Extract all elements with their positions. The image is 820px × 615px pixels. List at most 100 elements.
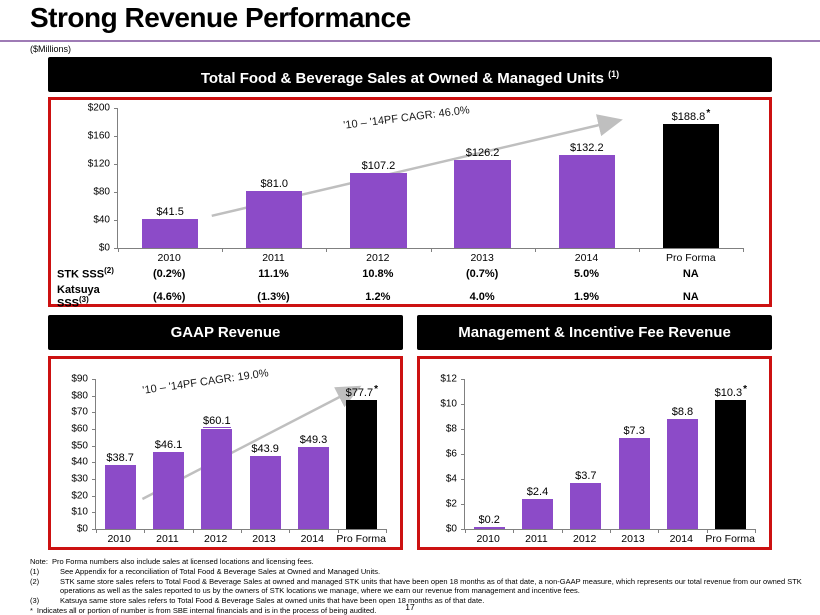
y-axis-tick-label: $50 [71, 440, 88, 452]
bar-value-label: $43.9 [251, 442, 279, 455]
gaap-revenue-chart: $90 $80 $70 $60 $50 $40 $30 $20 $10 $0 [57, 367, 387, 545]
chart-panel-gaap: $90 $80 $70 $60 $50 $40 $30 $20 $10 $0 [48, 356, 403, 550]
bar-value-label: $38.7 [106, 451, 134, 464]
x-axis-label: Pro Forma [705, 533, 755, 545]
x-axis-tick [192, 529, 194, 533]
sss-value-cell: NA [682, 267, 699, 280]
title-rule [0, 40, 820, 42]
y-axis: $200 $160 $120 $80 $40 $0 [57, 103, 117, 254]
sss-value-cell: 10.8% [362, 267, 394, 280]
mgmt-fee-column: Management & Incentive Fee Revenue $12 $1… [417, 315, 772, 550]
chart-panel-total-fnb: $200 $160 $120 $80 $40 $0 '10 – '14PF CAGR: 4… [48, 97, 772, 310]
y-axis-tick [114, 220, 118, 221]
x-axis-tick [289, 529, 291, 533]
sss-value-cell: 4.0% [469, 290, 495, 303]
y-axis-tick [92, 445, 96, 447]
footnote: * Indicates all or portion of number is f… [30, 606, 808, 615]
y-axis-tick [92, 462, 96, 464]
y-axis-tick-label: $20 [71, 490, 88, 502]
bar [346, 399, 378, 529]
bar-value-label: $8.8 [671, 406, 694, 418]
x-axis-tick [534, 248, 536, 252]
bar-group: $7.3 [610, 379, 658, 529]
gaap-revenue-column: GAAP Revenue $90 $80 $70 $60 $50 $40 $30 $20 $10… [48, 315, 403, 550]
bar-value-label: $46.1 [154, 439, 183, 452]
bar-group: $77.7* [338, 379, 386, 529]
x-axis-label: 2011 [262, 252, 285, 264]
bars: $38.7 $46.1 $60.1 $43.9 $49.3 $77.7* [96, 379, 386, 529]
y-axis-tick [461, 454, 465, 455]
x-axis-label: 2012 [366, 252, 390, 264]
y-axis-tick [114, 248, 118, 249]
x-axis-tick [144, 529, 146, 533]
page-title: Strong Revenue Performance [30, 2, 411, 33]
bar-group: $2.4 [513, 379, 561, 529]
x-axis-tick [638, 248, 640, 252]
bar [454, 159, 511, 248]
y-axis-tick [92, 479, 96, 480]
x-axis-label: 2012 [204, 533, 228, 545]
x-axis-tick [755, 529, 756, 533]
total-fnb-chart: $200 $160 $120 $80 $40 $0 '10 – '14PF CAGR: 4… [57, 103, 744, 264]
sss-value-cell: NA [682, 290, 699, 303]
x-axis-label: 2010 [157, 252, 181, 264]
bar-value-label: $60.1 [203, 414, 231, 428]
x-axis-tick [706, 529, 708, 533]
x-axis-label: Pro Forma [336, 533, 386, 545]
x-axis-label: 2014 [574, 252, 599, 264]
x-axis-tick [610, 529, 611, 533]
sss-row-values: (4.6%) (1.3%) 1.2% 4.0% 1.9% NA [117, 291, 743, 303]
sss-value-cell: (0.7%) [465, 267, 499, 280]
asterisk: * [743, 384, 748, 396]
bar-group: $3.7 [562, 379, 610, 529]
sss-value-cell: 5.0% [573, 267, 600, 280]
x-axis-label: 2012 [573, 533, 597, 545]
bar [473, 526, 505, 529]
y-axis-tick [461, 404, 465, 405]
footnote-marker: (3) [30, 596, 40, 605]
footnote: (2) STK same store sales refers to Total … [30, 577, 808, 597]
bar [558, 155, 615, 248]
x-axis-labels: 2010 2011 2012 2013 2014 Pro Forma [117, 249, 743, 264]
x-axis-label: 2013 [470, 252, 494, 264]
footnote-marker: (2) [30, 576, 40, 586]
chart-header-total-fnb: Total Food & Beverage Sales at Owned & M… [48, 57, 772, 92]
plot-area: '10 – '14PF CAGR: 19.0% $38.7 $46.1 $60.1 $… [92, 367, 387, 533]
plot-area: '10 – '14PF CAGR: 46.0% $41.5 $81.0 $107.2… [114, 104, 744, 252]
y-axis-tick [114, 108, 118, 109]
y-axis-tick [461, 504, 465, 505]
sss-row-label: Katsuya SSS(3) [57, 283, 100, 310]
plot-area: $0.2 $2.4 $3.7 $7.3 $8.8 $10.3* [461, 379, 756, 533]
bar-group: $10.3* [707, 379, 755, 529]
bar [249, 455, 281, 529]
footnote-text: Katsuya same store sales refers to Total… [60, 596, 485, 605]
y-axis-tick-label: $12 [440, 373, 457, 385]
chart-header-gaap: GAAP Revenue [48, 315, 403, 350]
x-axis-tick [430, 248, 432, 252]
bar-value-label: $49.3 [299, 433, 328, 446]
page-number: 17 [405, 602, 415, 612]
x-axis-label: 2014 [669, 533, 693, 545]
bar-value-label: $10.3* [714, 384, 748, 400]
chart-header-mgmt-fee-text: Management & Incentive Fee Revenue [458, 324, 731, 341]
footnote-ref-1: (1) [608, 69, 620, 79]
y-axis: $90 $80 $70 $60 $50 $40 $30 $20 $10 $0 [57, 374, 95, 535]
bar-group: $8.8 [658, 379, 706, 529]
bars: $41.5 $81.0 $107.2 $126.2 $132.2 $188.8* [118, 108, 743, 248]
x-axis-labels: 2010 2011 2012 2013 2014 Pro Forma [95, 530, 386, 545]
asterisk: * [374, 383, 379, 395]
x-axis-label: Pro Forma [666, 252, 716, 264]
y-axis-tick-label: $0 [76, 523, 88, 535]
y-axis-tick [114, 192, 118, 193]
y-axis-tick [461, 379, 465, 380]
x-axis-tick [743, 248, 744, 252]
x-axis-tick [241, 529, 242, 533]
y-axis-tick [92, 512, 96, 514]
y-axis-tick-label: $0 [98, 242, 110, 254]
bar-group: $188.8* [639, 108, 743, 248]
sss-table: STK SSS(2) (0.2%) 11.1% 10.8% (0.7%) 5.0% NA Ka… [57, 266, 743, 310]
bar-group: $126.2 [431, 108, 535, 248]
y-axis-tick-label: $0 [445, 523, 457, 535]
sss-row-label: STK SSS(2) [57, 266, 114, 281]
